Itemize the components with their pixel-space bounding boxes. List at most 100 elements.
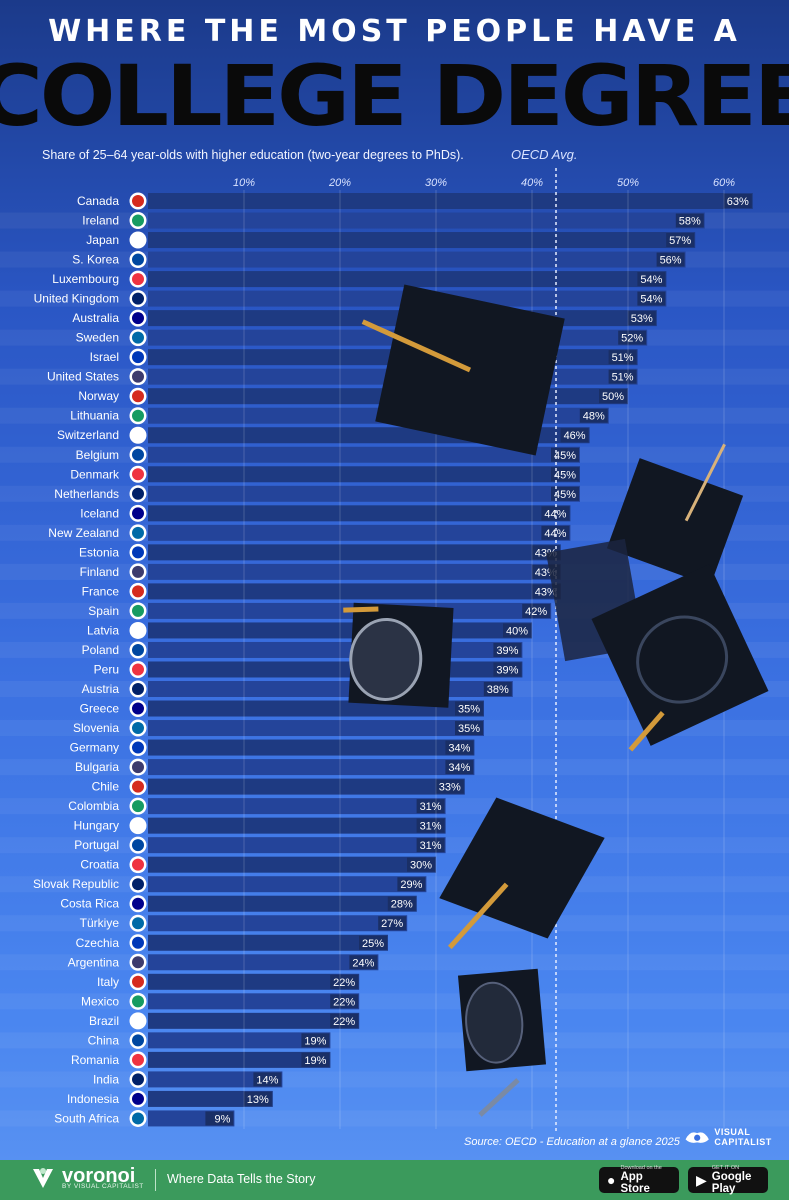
bar <box>148 934 388 951</box>
flag-icon-center <box>132 429 144 442</box>
flag-icon-center <box>132 683 144 695</box>
value-label-bg <box>455 721 483 736</box>
value-label-bg <box>301 1033 330 1048</box>
value-label: 27% <box>381 918 403 930</box>
oecd-avg-label: OECD Avg. <box>511 147 578 162</box>
flag-icon-center <box>132 780 144 793</box>
value-label: 28% <box>391 899 413 911</box>
voronoi-logo-icon <box>33 1168 53 1188</box>
x-tick-label: 30% <box>425 177 447 189</box>
x-tick-label: 60% <box>713 177 735 189</box>
x-tick-label: 20% <box>328 177 351 189</box>
flag-icon-center <box>132 585 144 598</box>
country-label: Canada <box>77 194 119 208</box>
value-label-bg <box>579 408 608 423</box>
value-label: 44% <box>544 508 566 520</box>
value-label: 39% <box>496 664 518 676</box>
value-label: 31% <box>420 821 442 833</box>
value-label: 9% <box>214 1113 230 1125</box>
value-label: 33% <box>439 782 461 794</box>
country-label: Romania <box>71 1053 119 1067</box>
value-label-bg <box>330 974 359 989</box>
value-label-bg <box>541 506 570 521</box>
table-row: Slovak Republic 29% <box>0 875 789 893</box>
flag-icon-center <box>132 370 144 383</box>
value-label: 31% <box>420 801 442 813</box>
tassel-icon <box>478 1078 520 1117</box>
flag-icon-center <box>132 312 144 325</box>
country-label: Chile <box>92 780 120 794</box>
table-row: Slovenia 35% <box>0 719 789 737</box>
bar <box>148 895 417 912</box>
value-label: 42% <box>525 606 547 618</box>
google-play-button[interactable]: ▶ GET IT ON Google Play <box>688 1165 768 1195</box>
table-row: Brazil 22% <box>89 1012 360 1030</box>
title-main: COLLEGE DEGREE <box>0 47 789 145</box>
bar <box>148 993 360 1010</box>
flag-icon-center <box>132 1112 144 1125</box>
value-label: 30% <box>410 860 432 872</box>
value-label: 24% <box>352 957 374 969</box>
table-row: Iceland 44% <box>80 504 571 522</box>
value-label-bg <box>608 369 637 384</box>
bar <box>148 446 580 463</box>
apple-icon: ● <box>607 1172 616 1188</box>
value-label-bg <box>407 857 435 872</box>
value-label: 50% <box>602 391 624 403</box>
country-label: Israel <box>90 350 119 364</box>
bar <box>148 1032 331 1049</box>
flag-icon-center <box>132 331 144 344</box>
value-label-bg <box>560 428 589 443</box>
bar <box>148 798 446 815</box>
value-label-bg <box>627 311 656 326</box>
table-row: Croatia 30% <box>80 856 436 874</box>
app-store-button[interactable]: ● Download on the App Store <box>599 1165 679 1195</box>
app-store-small: Download on the <box>620 1165 662 1171</box>
bar <box>148 251 686 268</box>
value-label-bg <box>243 1091 272 1106</box>
value-label: 45% <box>554 469 576 481</box>
country-label: Bulgaria <box>75 760 119 774</box>
value-label: 53% <box>631 313 653 325</box>
flag-icon-center <box>132 526 144 539</box>
value-label: 51% <box>612 352 634 364</box>
graduation-cap-icon <box>343 602 454 708</box>
brand-name: voronoi <box>62 1165 136 1187</box>
value-label: 31% <box>420 840 442 852</box>
footer-bar: voronoi BY VISUAL CAPITALIST Where Data … <box>0 1160 789 1200</box>
value-label-bg <box>445 740 474 755</box>
country-label: Slovenia <box>73 721 119 735</box>
bar <box>148 193 753 209</box>
country-label: Colombia <box>68 799 119 813</box>
country-label: Portugal <box>74 838 119 852</box>
value-label: 52% <box>621 333 643 345</box>
table-row: Ireland 58% <box>0 212 789 230</box>
value-label-bg <box>618 330 647 345</box>
visual-capitalist-logo: VISUAL CAPITALIST <box>684 1126 789 1148</box>
value-label-bg <box>483 682 512 696</box>
flag-icon-center <box>132 448 144 461</box>
table-row: Chile 33% <box>92 778 465 796</box>
value-label: 38% <box>487 684 509 696</box>
flag-icon-center <box>132 936 144 949</box>
table-row: Germany 34% <box>70 739 475 757</box>
table-row: Costa Rica 28% <box>60 895 417 913</box>
flag-icon-center <box>132 409 144 422</box>
flag-icon-center <box>132 975 144 988</box>
flag-icon-center <box>132 917 144 930</box>
flag-icon-center <box>132 273 144 286</box>
flag-icon-center <box>132 800 144 813</box>
flag-icon-center <box>132 1053 144 1066</box>
country-label: Australia <box>72 311 119 325</box>
value-label: 57% <box>669 235 691 247</box>
bar <box>148 524 571 541</box>
voronoi-brand[interactable]: voronoi BY VISUAL CAPITALIST <box>30 1165 144 1191</box>
country-label: Italy <box>97 975 119 989</box>
table-row: China 19% <box>0 1031 789 1049</box>
bar <box>148 817 446 834</box>
value-label-bg <box>541 525 570 540</box>
value-label: 22% <box>333 1016 355 1028</box>
table-row: Belgium 45% <box>0 446 789 464</box>
country-label: Austria <box>82 682 120 696</box>
table-row: Japan 57% <box>86 231 696 249</box>
